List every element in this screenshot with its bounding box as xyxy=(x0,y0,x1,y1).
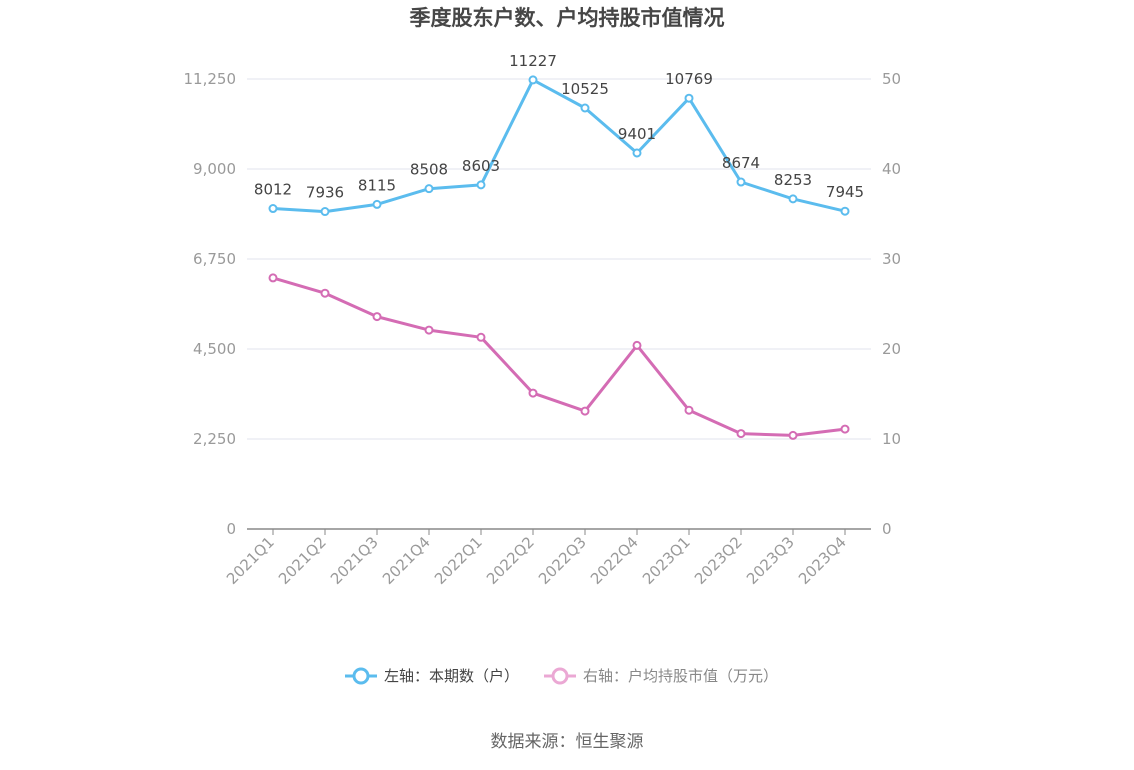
legend-label: 右轴：户均持股市值（万元） xyxy=(583,667,778,685)
data-point[interactable] xyxy=(476,332,486,342)
series-line-avg-value xyxy=(272,276,846,437)
left-axis-tick-label: 6,750 xyxy=(193,250,236,268)
data-point[interactable] xyxy=(632,340,642,350)
data-point[interactable] xyxy=(684,405,694,415)
left-axis-tick-label: 4,500 xyxy=(193,340,236,358)
data-label: 10769 xyxy=(665,70,713,88)
data-point[interactable] xyxy=(372,199,382,209)
left-axis-tick-label: 11,250 xyxy=(184,70,237,88)
right-axis-tick-label: 0 xyxy=(882,520,892,538)
data-label: 8603 xyxy=(462,157,500,175)
data-point[interactable] xyxy=(320,207,330,217)
data-point[interactable] xyxy=(840,206,850,216)
data-point[interactable] xyxy=(268,273,278,283)
x-axis-tick-label: 2021Q2 xyxy=(275,533,330,588)
x-axis-tick-label: 2021Q4 xyxy=(379,533,434,588)
data-point[interactable] xyxy=(736,429,746,439)
data-label: 8508 xyxy=(410,161,448,179)
data-label: 8253 xyxy=(774,171,812,189)
series-line-holders xyxy=(272,78,846,214)
data-point[interactable] xyxy=(788,194,798,204)
x-axis-tick-label: 2023Q1 xyxy=(639,533,694,588)
data-label: 7936 xyxy=(306,184,344,202)
x-axis-tick-label: 2021Q1 xyxy=(223,533,278,588)
data-label: 10525 xyxy=(561,80,609,98)
chart-title: 季度股东户数、户均持股市值情况 xyxy=(410,6,725,30)
left-axis-tick-label: 0 xyxy=(226,520,236,538)
grid-lines xyxy=(247,78,871,440)
legend-item[interactable]: 右轴：户均持股市值（万元） xyxy=(544,667,778,685)
data-point[interactable] xyxy=(684,93,694,103)
x-axis-tick-label: 2023Q3 xyxy=(743,533,798,588)
x-axis-tick-label: 2022Q4 xyxy=(587,533,642,588)
data-label: 8012 xyxy=(254,181,292,199)
data-label: 11227 xyxy=(509,52,557,70)
data-point[interactable] xyxy=(840,424,850,434)
right-axis-tick-label: 40 xyxy=(882,160,901,178)
right-axis-tick-label: 10 xyxy=(882,430,901,448)
x-axis-tick-label: 2023Q4 xyxy=(795,533,850,588)
x-axis-tick-label: 2022Q2 xyxy=(483,533,538,588)
axes: 0 0 2,250 10 4,500 20 6,750 30 9,000 40 11,250 50 20… xyxy=(184,70,902,588)
right-axis-tick-label: 20 xyxy=(882,340,901,358)
data-point[interactable] xyxy=(580,406,590,416)
data-point[interactable] xyxy=(424,325,434,335)
legend-item[interactable]: 左轴：本期数（户） xyxy=(345,667,519,685)
legend-label: 左轴：本期数（户） xyxy=(384,667,519,685)
data-point[interactable] xyxy=(424,184,434,194)
data-point[interactable] xyxy=(788,430,798,440)
x-axis-tick-label: 2022Q1 xyxy=(431,533,486,588)
left-axis-tick-label: 2,250 xyxy=(193,430,236,448)
data-point[interactable] xyxy=(476,180,486,190)
data-label: 7945 xyxy=(826,183,864,201)
data-point[interactable] xyxy=(632,148,642,158)
series xyxy=(268,75,850,440)
x-axis-tick-label: 2022Q3 xyxy=(535,533,590,588)
data-point[interactable] xyxy=(736,177,746,187)
legend[interactable]: 左轴：本期数（户） 右轴：户均持股市值（万元） xyxy=(345,667,778,685)
legend-swatch-marker xyxy=(352,667,370,685)
data-point[interactable] xyxy=(528,75,538,85)
data-label: 8674 xyxy=(722,154,760,172)
data-point[interactable] xyxy=(320,288,330,298)
source-note: 数据来源：恒生聚源 xyxy=(491,732,644,752)
data-point[interactable] xyxy=(528,388,538,398)
data-label: 8115 xyxy=(358,176,396,194)
data-point[interactable] xyxy=(372,312,382,322)
x-axis-tick-label: 2023Q2 xyxy=(691,533,746,588)
left-axis-tick-label: 9,000 xyxy=(193,160,236,178)
x-axis-tick-label: 2021Q3 xyxy=(327,533,382,588)
legend-swatch-marker xyxy=(551,667,569,685)
right-axis-tick-label: 30 xyxy=(882,250,901,268)
data-point[interactable] xyxy=(580,103,590,113)
data-label: 9401 xyxy=(618,125,656,143)
right-axis-tick-label: 50 xyxy=(882,70,901,88)
data-point[interactable] xyxy=(268,204,278,214)
